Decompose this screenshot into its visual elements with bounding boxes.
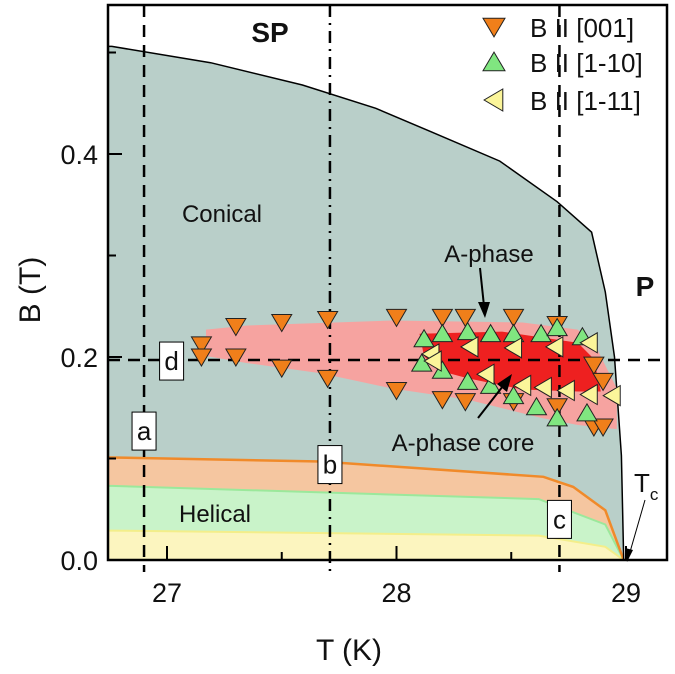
marker-triangle-left	[556, 379, 575, 402]
cut-label-box-b	[317, 445, 343, 485]
a-phase-core-arrowhead	[497, 374, 512, 392]
tc-main: T	[634, 468, 650, 498]
marker-triangle-down	[431, 308, 454, 328]
marker-triangle-left	[459, 335, 479, 358]
helical-yellow-line	[108, 529, 625, 560]
annotation-arrows	[477, 267, 646, 562]
axes: 27 28 29 0.0 0.2 0.4 T (K) B (T)	[14, 3, 669, 667]
annotation-a-phase: A-phase	[444, 241, 533, 268]
marker-triangle-up	[525, 396, 548, 416]
marker-triangle-down	[502, 308, 525, 328]
marker-triangle-down	[454, 393, 477, 412]
marker-triangle-up	[502, 323, 525, 343]
marker-triangle-down	[224, 318, 247, 337]
marker-triangle-down	[582, 356, 605, 376]
tc-arrow	[629, 499, 646, 553]
a-phase-arrow	[479, 267, 485, 307]
marker-triangle-left	[476, 363, 495, 386]
marker-triangle-down	[270, 359, 293, 379]
annotation-a-phase-core: A-phase core	[392, 430, 535, 457]
helical-green-line	[108, 484, 625, 560]
annotation-helical: Helical	[179, 501, 251, 528]
annotation-conical: Conical	[182, 201, 262, 228]
marker-triangle-down	[316, 369, 339, 389]
legend-label-2: B II [1-11]	[530, 86, 641, 116]
tc-sub: c	[650, 485, 659, 504]
x-tick-label: 29	[611, 578, 641, 608]
marker-triangle-up	[413, 328, 435, 348]
marker-triangle-down	[454, 308, 477, 328]
marker-triangle-up	[576, 402, 598, 422]
marker-triangle-down	[190, 348, 213, 367]
marker-triangle-left	[544, 335, 564, 358]
cut-label-c: c	[553, 504, 566, 534]
marker-triangle-left	[423, 350, 442, 372]
conical-boundary-line	[108, 45, 625, 560]
marker-triangle-up	[546, 407, 569, 427]
marker-triangle-down	[190, 336, 213, 355]
helical-yellow-band	[108, 530, 624, 560]
conical-region	[108, 46, 624, 560]
legend-marker-0	[482, 17, 506, 38]
cut-label-b: b	[323, 450, 337, 480]
x-axis-label: T (K)	[316, 634, 382, 667]
marker-triangle-left	[512, 374, 532, 397]
cut-label-box-d	[159, 341, 185, 381]
marker-triangle-down	[385, 308, 408, 328]
a-phase-core-arrow	[477, 385, 504, 419]
marker-triangle-down	[385, 381, 408, 401]
legend-marker-2	[483, 88, 504, 112]
annotation-p: P	[636, 271, 655, 302]
marker-triangle-left	[533, 376, 552, 399]
marker-triangle-up	[530, 323, 552, 343]
y-tick-label: 0.4	[60, 140, 98, 170]
legend-marker-1	[482, 51, 506, 72]
x-tick-label: 27	[152, 578, 182, 608]
cut-labels: a b c d	[131, 341, 572, 539]
x-tick-label: 28	[381, 578, 411, 608]
data-markers	[190, 308, 621, 438]
tc-arrowhead	[625, 548, 633, 562]
cut-label-d: d	[164, 346, 178, 376]
y-tick-label: 0.2	[60, 343, 98, 373]
marker-triangle-up	[431, 360, 454, 379]
annotation-tc: Tc	[634, 468, 659, 504]
marker-triangle-down	[224, 348, 247, 367]
legend: B II [001] B II [1-10] B II [1-11]	[482, 13, 643, 116]
marker-triangle-left	[503, 336, 523, 359]
marker-triangle-left	[579, 331, 598, 354]
marker-triangle-down	[431, 391, 454, 410]
marker-triangle-down	[592, 418, 614, 438]
marker-triangle-up	[456, 321, 479, 341]
marker-triangle-down	[546, 398, 569, 417]
marker-triangle-up	[546, 317, 569, 337]
marker-triangle-down	[592, 372, 614, 392]
marker-triangle-up	[502, 385, 525, 405]
marker-triangle-up	[479, 375, 502, 394]
plot-frame	[106, 3, 669, 562]
annotation-sp: SP	[251, 17, 288, 48]
y-tick-label: 0.0	[60, 546, 98, 576]
cut-label-box-a	[131, 411, 157, 451]
marker-triangle-down	[270, 313, 293, 333]
legend-label-0: B II [001]	[530, 13, 634, 43]
cut-label-box-c	[546, 499, 572, 539]
marker-triangle-up	[431, 323, 454, 343]
y-axis-label: B (T)	[14, 257, 47, 324]
phase-regions	[108, 45, 625, 560]
marker-triangle-up	[479, 323, 502, 343]
marker-triangle-down	[316, 310, 339, 330]
cut-label-a: a	[137, 416, 152, 446]
legend-label-1: B II [1-10]	[530, 48, 643, 78]
marker-triangle-left	[602, 384, 621, 407]
a-phase-arrowhead	[478, 302, 490, 318]
marker-triangle-up	[456, 371, 479, 390]
marker-triangle-left	[579, 383, 598, 406]
